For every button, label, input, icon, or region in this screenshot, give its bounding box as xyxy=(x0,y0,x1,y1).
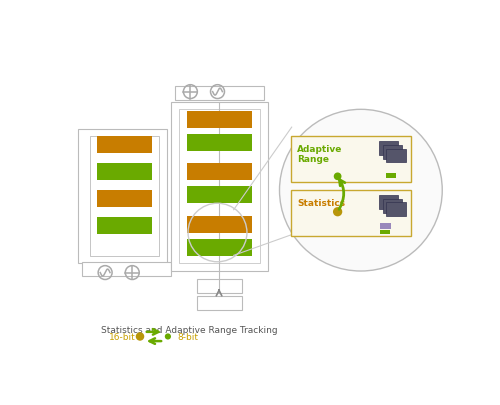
Bar xyxy=(186,164,252,181)
Bar xyxy=(382,199,402,213)
Bar xyxy=(96,191,152,208)
Bar xyxy=(82,262,171,276)
Bar xyxy=(196,279,242,293)
Bar xyxy=(186,216,252,233)
Bar xyxy=(291,137,411,183)
Bar xyxy=(382,145,402,159)
Bar xyxy=(90,137,160,256)
Circle shape xyxy=(334,173,342,181)
Bar xyxy=(186,239,252,256)
Text: Statistics and Adaptive Range Tracking: Statistics and Adaptive Range Tracking xyxy=(101,325,278,334)
Bar xyxy=(186,134,252,151)
Circle shape xyxy=(165,334,171,340)
Bar xyxy=(386,203,406,217)
Bar xyxy=(380,230,390,234)
Bar xyxy=(96,217,152,234)
Text: 8-bit: 8-bit xyxy=(177,332,198,341)
Ellipse shape xyxy=(280,110,442,271)
Bar xyxy=(171,102,268,271)
Bar xyxy=(186,187,252,204)
Bar xyxy=(179,110,260,264)
Bar xyxy=(291,191,411,237)
Bar xyxy=(175,87,264,101)
Bar xyxy=(378,195,398,209)
Text: Adaptive
Range: Adaptive Range xyxy=(298,145,343,164)
Bar xyxy=(96,137,152,154)
Bar xyxy=(380,223,391,230)
Bar xyxy=(96,164,152,181)
Text: 16-bit: 16-bit xyxy=(109,332,136,341)
Bar xyxy=(196,297,242,311)
Bar xyxy=(78,129,167,264)
Bar xyxy=(386,149,406,163)
Bar xyxy=(386,174,396,179)
Circle shape xyxy=(333,208,342,217)
Circle shape xyxy=(136,333,144,341)
Bar xyxy=(378,141,398,156)
Text: Statistics: Statistics xyxy=(298,198,346,207)
Bar xyxy=(186,112,252,128)
